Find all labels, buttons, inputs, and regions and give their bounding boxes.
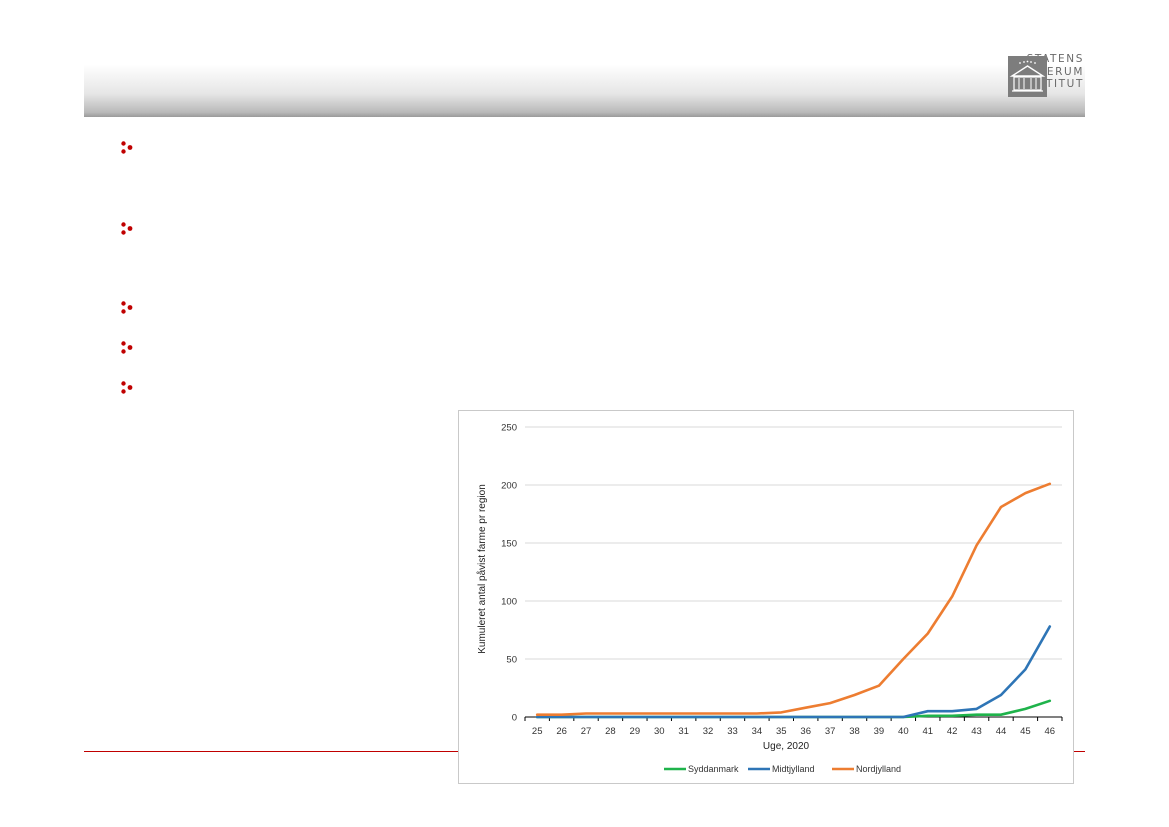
axis-layer: 0 50 100 150 200 250 25 26 27 28 29 30 31 32 33 34 35 36 3… (501, 423, 1063, 737)
y-tick-label: 250 (501, 423, 517, 434)
x-tick-label: 29 (630, 726, 641, 737)
x-tick-label: 39 (874, 726, 885, 737)
legend-label: Midtjylland (772, 764, 815, 774)
x-tick-label: 34 (752, 726, 763, 737)
bullet-icon (121, 381, 133, 394)
x-tick-label: 45 (1020, 726, 1031, 737)
x-tick-label: 27 (581, 726, 592, 737)
x-tick-label: 26 (556, 726, 567, 737)
logo-building-icon (1008, 56, 1047, 97)
y-tick-label: 200 (501, 481, 517, 492)
x-tick-label: 32 (703, 726, 714, 737)
y-tick-label: 50 (506, 655, 517, 666)
series-line-midtjylland (535, 625, 1052, 719)
x-tick-label: 33 (727, 726, 738, 737)
series-line-nordjylland (535, 482, 1052, 717)
bullet-icon (121, 222, 133, 235)
x-tick-label: 42 (947, 726, 958, 737)
bullet-icon (121, 301, 133, 314)
series-layer (535, 482, 1052, 719)
x-tick-label: 28 (605, 726, 616, 737)
grid-layer (525, 426, 1062, 660)
logo-line-2: SERUM (1038, 65, 1084, 78)
x-tick-label: 35 (776, 726, 787, 737)
header-band (84, 0, 1085, 117)
y-tick-label: 0 (512, 713, 517, 724)
y-tick-label: 150 (501, 539, 517, 550)
bullet-icon (121, 141, 133, 154)
x-tick-label: 46 (1045, 726, 1056, 737)
x-tick-label: 38 (849, 726, 860, 737)
legend-label: Syddanmark (688, 764, 739, 774)
y-axis-title: Kumuleret antal påvist farme pr region (476, 484, 488, 654)
y-tick-label: 100 (501, 597, 517, 608)
x-tick-label: 40 (898, 726, 909, 737)
x-tick-label: 43 (971, 726, 982, 737)
bullet-icon (121, 341, 133, 354)
x-tick-label: 37 (825, 726, 836, 737)
x-axis-title: Uge, 2020 (763, 741, 810, 752)
legend-label: Nordjylland (856, 764, 901, 774)
x-tick-label: 36 (800, 726, 811, 737)
x-tick-label: 30 (654, 726, 665, 737)
x-tick-label: 44 (996, 726, 1007, 737)
chart-container: 0 50 100 150 200 250 25 26 27 28 29 30 31 32 33 34 35 36 3… (458, 410, 1074, 784)
x-tick-label: 25 (532, 726, 543, 737)
legend-layer: Syddanmark Midtjylland Nordjylland (664, 764, 901, 774)
x-tick-label: 31 (678, 726, 689, 737)
line-chart: 0 50 100 150 200 250 25 26 27 28 29 30 31 32 33 34 35 36 3… (476, 423, 1063, 774)
x-tick-label: 41 (922, 726, 933, 737)
